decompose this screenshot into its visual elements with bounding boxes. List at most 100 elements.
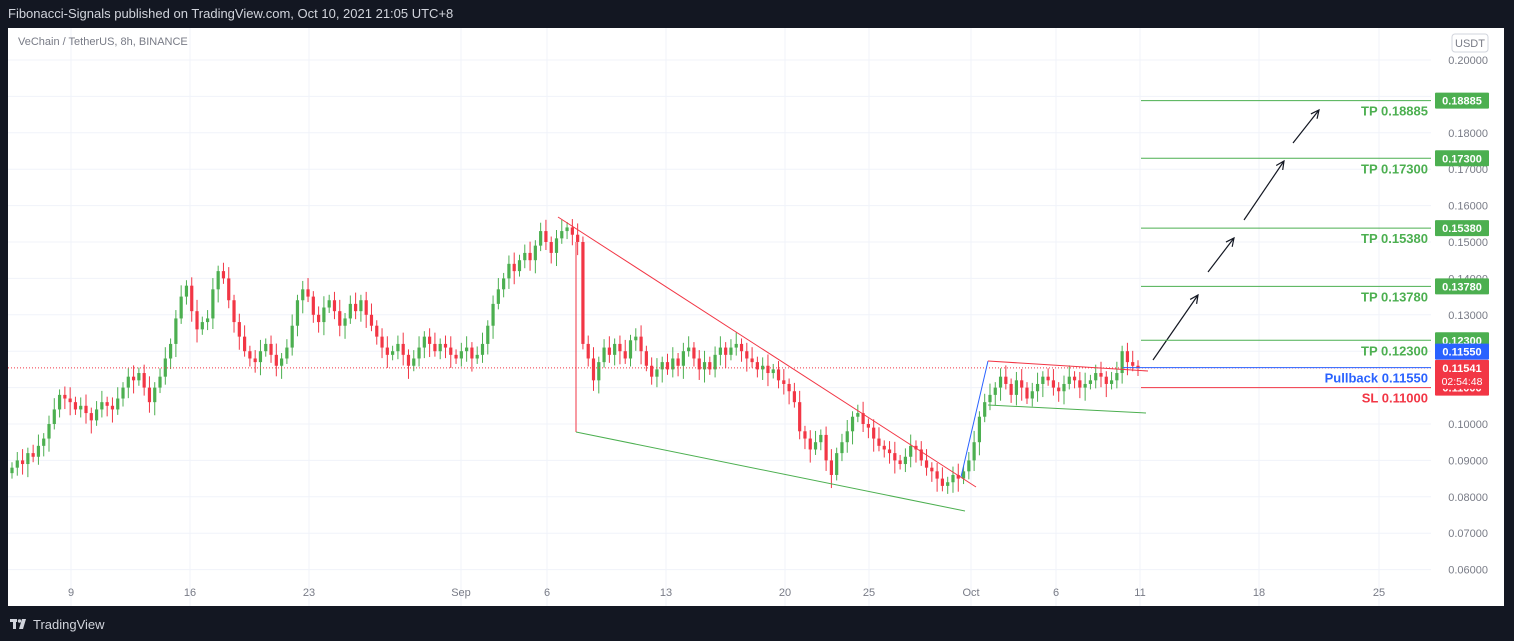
candle — [163, 347, 167, 385]
candle — [692, 342, 696, 367]
x-tick-label: 6 — [1053, 587, 1059, 599]
bar-countdown: 02:54:48 — [1442, 376, 1483, 388]
candle — [581, 236, 585, 350]
candle — [438, 338, 442, 360]
candle — [687, 336, 691, 357]
candle — [332, 291, 337, 320]
grid-lines — [8, 28, 1431, 606]
candle — [940, 467, 945, 492]
candle — [665, 353, 670, 375]
chart-frame[interactable]: 0.200000.190000.180000.170000.160000.150… — [8, 28, 1504, 606]
candle — [586, 335, 590, 367]
x-tick-label: 6 — [544, 587, 550, 599]
candle — [565, 221, 569, 240]
projection-arrow — [1207, 236, 1235, 273]
x-tick-label: 9 — [68, 587, 74, 599]
candle — [258, 339, 263, 376]
x-tick-label: 11 — [1134, 587, 1145, 599]
candle — [972, 430, 976, 471]
candle — [544, 219, 548, 251]
svg-text:0.18885: 0.18885 — [1442, 96, 1482, 108]
candle — [861, 401, 865, 433]
candle — [724, 342, 728, 368]
candle — [269, 335, 273, 363]
candle — [380, 328, 384, 359]
candle — [311, 291, 315, 323]
candle — [512, 252, 516, 285]
candle — [359, 294, 363, 322]
candle — [68, 387, 72, 416]
level-1: TP 0.17300 0.17300 — [1141, 150, 1489, 176]
footer-bar: TradingView — [0, 607, 1514, 641]
candle — [560, 219, 564, 244]
candle — [702, 350, 707, 383]
y-tick-label: 0.20000 — [1448, 55, 1488, 67]
candle — [36, 434, 41, 465]
published-header: Fibonacci-Signals published on TradingVi… — [0, 0, 1514, 28]
candle — [205, 310, 210, 331]
candle — [607, 336, 611, 363]
level-label: TP 0.18885 — [1361, 104, 1428, 119]
candle — [808, 430, 812, 463]
candle — [1046, 368, 1050, 386]
falling-wedge-upper — [557, 216, 977, 488]
candle — [496, 278, 500, 310]
candle — [739, 338, 744, 362]
level-label: TP 0.15380 — [1361, 231, 1428, 246]
candle — [137, 367, 141, 386]
candle — [385, 336, 389, 368]
candle — [644, 345, 648, 372]
candle — [20, 449, 25, 475]
candle — [190, 277, 194, 322]
candle — [1057, 382, 1061, 402]
level-label: SL 0.11000 — [1362, 391, 1428, 406]
y-tick-label: 0.15000 — [1448, 237, 1488, 249]
candle — [591, 347, 596, 391]
candle — [517, 254, 522, 277]
candle — [655, 358, 659, 388]
candle — [454, 349, 458, 364]
candle — [570, 219, 574, 246]
symbol-label: VeChain / TetherUS, 8h, BINANCE — [18, 36, 188, 48]
candle — [237, 313, 241, 350]
candle — [26, 447, 30, 478]
candle — [470, 342, 474, 372]
candle — [898, 454, 902, 470]
candle — [924, 449, 929, 476]
candle — [866, 418, 870, 439]
candle — [232, 294, 236, 333]
candle — [1072, 371, 1077, 389]
candle — [280, 353, 284, 379]
candle — [1014, 371, 1019, 406]
candle — [697, 350, 701, 380]
price-chart[interactable]: 0.200000.190000.180000.170000.160000.150… — [8, 28, 1504, 606]
candle — [100, 390, 104, 418]
x-tick-label: Sep — [451, 587, 471, 599]
level-label: TP 0.17300 — [1361, 161, 1428, 176]
candle — [961, 465, 966, 485]
candle — [227, 267, 231, 309]
projection-arrow — [1243, 159, 1285, 221]
y-axis[interactable]: 0.200000.190000.180000.170000.160000.150… — [1448, 55, 1488, 577]
candle — [887, 441, 892, 464]
candle — [549, 236, 553, 264]
candle — [597, 356, 601, 394]
candle — [1099, 361, 1103, 388]
level-label: TP 0.12300 — [1361, 343, 1428, 358]
candle — [967, 452, 971, 480]
candle — [977, 411, 982, 456]
x-axis[interactable]: 9 16 23 Sep 6 13 20 25 Oct 6 11 18 25 — [68, 587, 1385, 599]
candle — [42, 433, 46, 457]
drawings — [8, 108, 1431, 512]
candle — [57, 389, 62, 418]
svg-text:0.15380: 0.15380 — [1442, 223, 1482, 235]
candle — [1004, 365, 1008, 390]
currency-badge[interactable]: USDT — [1451, 33, 1489, 53]
y-tick-label: 0.10000 — [1448, 419, 1488, 431]
candle — [317, 306, 321, 333]
candle — [105, 396, 109, 417]
x-tick-label: 25 — [1373, 587, 1385, 599]
candle — [856, 404, 860, 423]
candle — [650, 357, 654, 385]
